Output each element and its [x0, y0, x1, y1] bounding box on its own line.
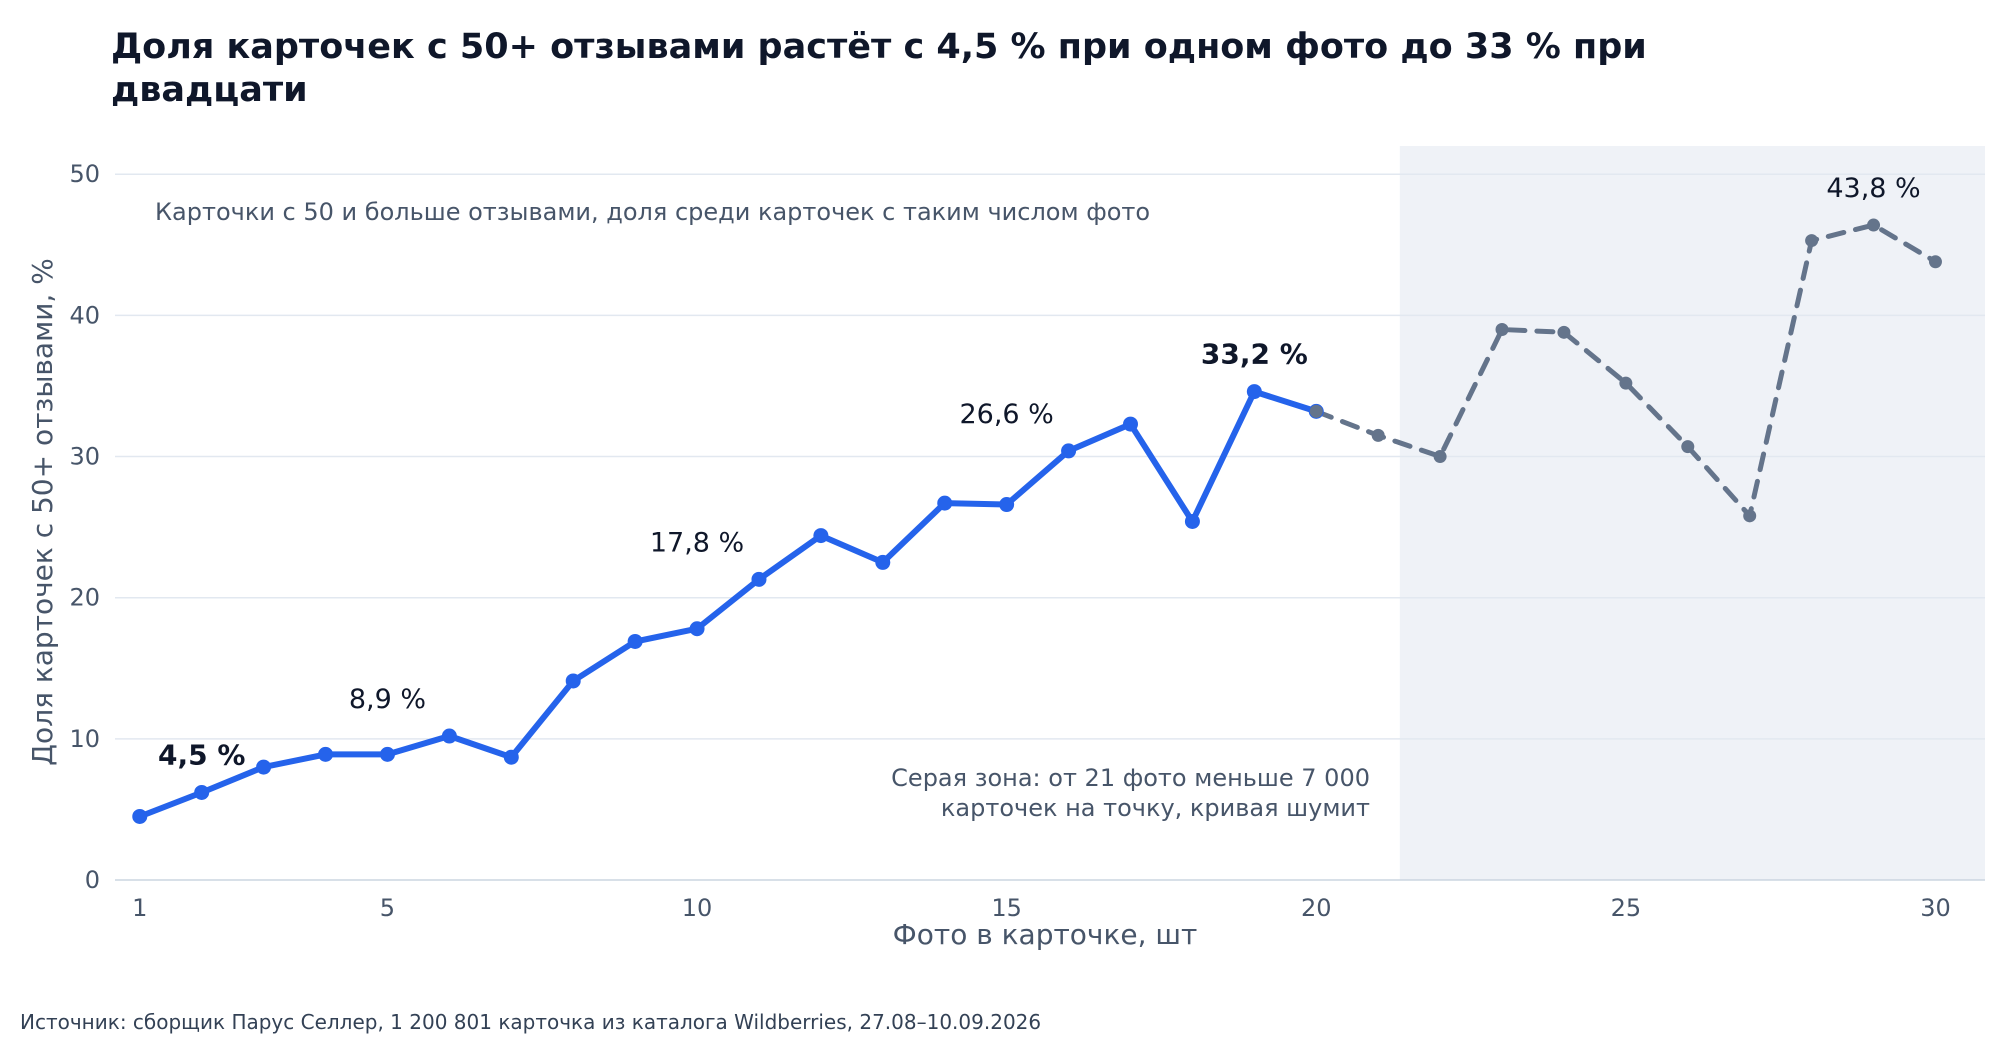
data-label: 4,5 %: [158, 738, 245, 771]
noisy-series-point: [1371, 428, 1385, 442]
noisy-series-point: [1681, 440, 1695, 454]
x-tick-label: 10: [682, 894, 713, 922]
noisy-zone-rect: [1399, 146, 1985, 880]
main-series-point: [813, 528, 829, 544]
noisy-series-point: [1743, 509, 1757, 523]
y-tick-label: 30: [69, 443, 100, 471]
main-series-point: [379, 746, 395, 762]
noisy-zone-background: [1399, 146, 1985, 880]
x-tick-label: 1: [132, 894, 147, 922]
noisy-series-point: [1928, 255, 1942, 269]
point-labels: 4,5 % 8,9 % 17,8 % 26,6 % 33,2 % 43,8 %: [158, 173, 1921, 771]
main-series-point: [999, 497, 1015, 513]
chart-title: Доля карточек с 50+ отзывами растёт с 4,…: [111, 27, 1647, 110]
y-tick-label: 50: [69, 160, 100, 188]
main-series-point: [627, 633, 643, 649]
noisy-series-line: [1313, 222, 1938, 519]
series-lines: [136, 222, 1938, 820]
data-label: 26,6 %: [959, 399, 1053, 430]
noisy-series-point: [1619, 376, 1633, 390]
x-tick-label: 20: [1301, 894, 1332, 922]
noisy-series-point: [1805, 234, 1819, 248]
main-series-point: [1122, 416, 1138, 432]
x-axis-label: Фото в карточке, шт: [893, 918, 1198, 951]
noisy-zone-annotation-line-2: карточек на точку, кривая шумит: [941, 794, 1370, 822]
main-series-point: [441, 728, 457, 744]
grid-lines: [115, 173, 1985, 740]
noisy-series-point: [1867, 218, 1881, 232]
x-tick-label: 5: [380, 894, 395, 922]
main-series-point: [875, 554, 891, 570]
main-series-point: [565, 673, 581, 689]
data-label: 8,9 %: [349, 684, 426, 715]
main-series-point: [937, 495, 953, 511]
noisy-series-point: [1557, 325, 1571, 339]
main-series-point: [132, 808, 148, 824]
series-points: [132, 218, 1942, 824]
y-axis-label: Доля карточек с 50+ отзывами, %: [26, 258, 59, 766]
noisy-series-point: [1309, 404, 1323, 418]
y-tick-label: 10: [69, 725, 100, 753]
main-series-point: [1184, 513, 1200, 529]
chart-subtitle: Карточки с 50 и больше отзывами, доля ср…: [155, 198, 1150, 226]
data-label: 17,8 %: [650, 527, 744, 558]
noisy-series-point: [1433, 450, 1447, 464]
noisy-series-point: [1495, 323, 1509, 336]
y-tick-label: 40: [69, 301, 100, 329]
x-tick-label: 15: [991, 894, 1022, 922]
main-series-point: [689, 621, 705, 637]
data-label: 33,2 %: [1201, 338, 1308, 371]
y-tick-label: 20: [69, 584, 100, 612]
x-tick-label: 25: [1611, 894, 1642, 922]
x-tick-label: 30: [1920, 894, 1951, 922]
main-series-point: [1246, 384, 1262, 400]
main-series-point: [751, 571, 767, 587]
main-series-point: [1061, 443, 1077, 459]
y-tick-label: 0: [85, 866, 100, 894]
main-series-point: [318, 746, 334, 762]
main-series-point: [194, 784, 210, 800]
noisy-zone-annotation-line-1: Серая зона: от 21 фото меньше 7 000: [891, 764, 1370, 792]
data-label: 43,8 %: [1826, 173, 1920, 204]
main-series-line: [136, 388, 1320, 820]
main-series-point: [503, 749, 519, 765]
main-series-point: [256, 759, 272, 775]
chart-source-note: Источник: сборщик Парус Селлер, 1 200 80…: [20, 1010, 1042, 1034]
